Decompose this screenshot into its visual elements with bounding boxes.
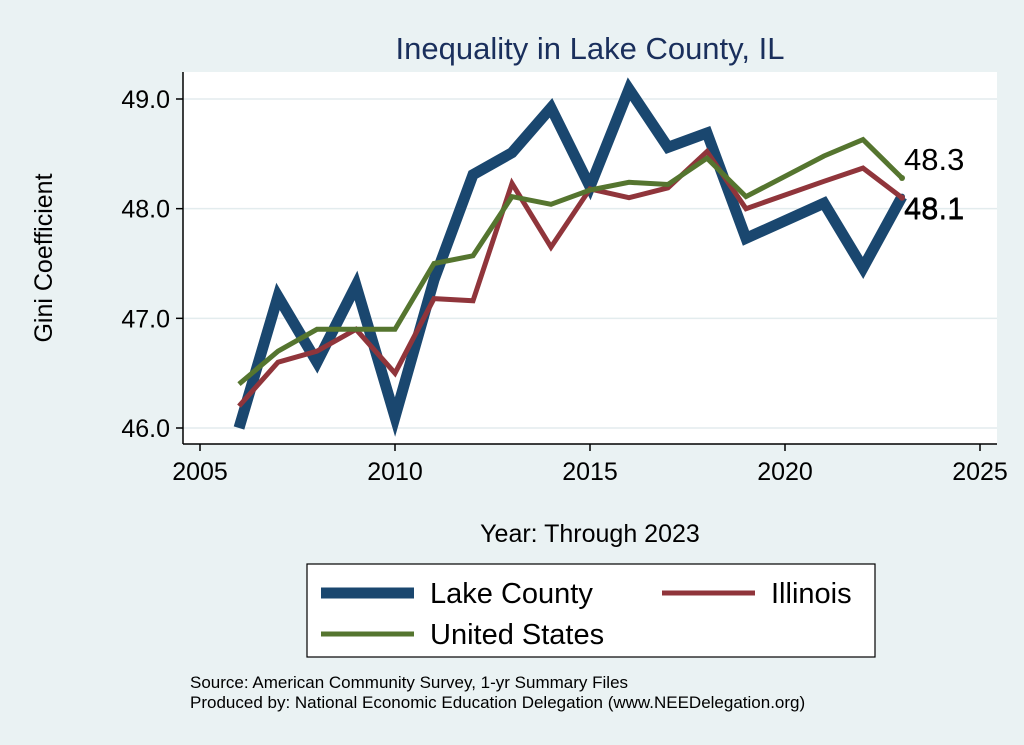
end-point-1 xyxy=(899,194,905,201)
x-axis-title: Year: Through 2023 xyxy=(480,520,700,548)
chart-title: Inequality in Lake County, IL xyxy=(396,31,785,66)
x-tick-label-3: 2020 xyxy=(757,458,813,486)
y-tick-label-1: 47.0 xyxy=(121,305,170,333)
x-tick-label-4: 2025 xyxy=(952,458,1008,486)
x-tick-label-0: 2005 xyxy=(172,458,228,486)
produced-by-note: Produced by: National Economic Education… xyxy=(190,693,805,712)
end-label-lake-county: 48.1 xyxy=(904,191,964,226)
end-label-illinois: 48.1 xyxy=(904,192,964,227)
end-point-2 xyxy=(899,174,905,181)
series-line-lake-county xyxy=(233,77,907,437)
x-tick-label-1: 2010 xyxy=(367,458,423,486)
end-label-united-states: 48.3 xyxy=(904,142,964,177)
series-line-illinois xyxy=(237,147,904,408)
grid-lines xyxy=(183,98,997,429)
legend-label-united-states: United States xyxy=(430,619,604,651)
end-labels: 48.348.148.1 xyxy=(904,142,964,227)
y-tick-label-0: 46.0 xyxy=(121,415,170,443)
x-ticks: 2005 2010 2015 2020 2025 xyxy=(172,444,1008,486)
legend-label-lake-county: Lake County xyxy=(430,578,593,610)
source-note: Source: American Community Survey, 1-yr … xyxy=(190,673,628,692)
source-notes: Source: American Community Survey, 1-yr … xyxy=(190,673,805,712)
legend-label-illinois: Illinois xyxy=(771,578,852,610)
y-tick-label-2: 48.0 xyxy=(121,196,170,224)
legend-box xyxy=(306,563,876,658)
plot-area xyxy=(183,72,997,444)
series-lines xyxy=(233,77,907,437)
legend: Lake County Illinois United States xyxy=(306,563,876,658)
x-tick-label-2: 2015 xyxy=(562,458,618,486)
y-axis-title: Gini Coefficient xyxy=(30,173,58,342)
series-line-united-states xyxy=(237,136,904,387)
y-tick-label-3: 49.0 xyxy=(121,86,170,114)
legend-items: Lake County Illinois United States xyxy=(321,578,852,651)
y-ticks: 46.0 47.0 48.0 49.0 xyxy=(121,86,183,443)
